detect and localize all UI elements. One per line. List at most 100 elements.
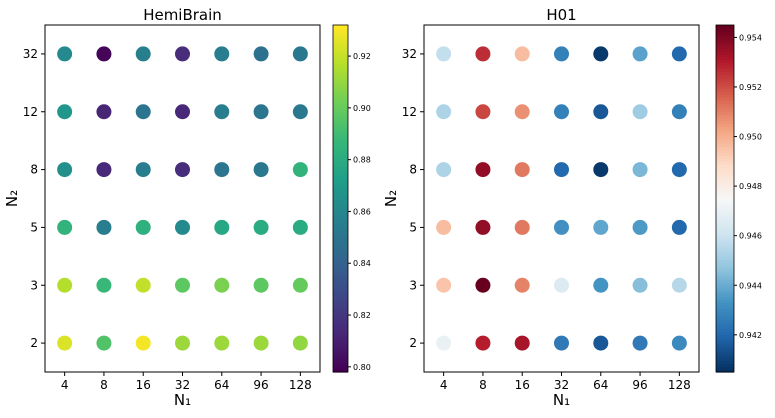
- data-point: [554, 219, 569, 235]
- y-tick-label: 5: [30, 220, 38, 234]
- x-tick-label: 8: [100, 378, 108, 392]
- colorbar-segment: [716, 265, 734, 269]
- colorbar-segment: [716, 114, 734, 119]
- colorbar-segment: [333, 291, 348, 295]
- data-point: [514, 219, 530, 235]
- data-point: [253, 162, 269, 178]
- data-point: [554, 335, 569, 351]
- data-point: [96, 104, 112, 120]
- colorbar-segment: [333, 247, 348, 252]
- colorbar-segment: [716, 126, 734, 130]
- data-point: [475, 335, 491, 351]
- colorbar-segment: [333, 163, 348, 168]
- colorbar-segment: [333, 140, 348, 145]
- colorbar-segment: [716, 85, 734, 90]
- hemibrain-panel: HemiBrain N₁ N₂ 4 8 16 32 64 96 128 2 3 5 8 12 32 0.8…: [3, 6, 371, 409]
- colorbar-tick-label: 0.92: [353, 52, 371, 61]
- colorbar-segment: [333, 369, 348, 373]
- colorbar-segment: [333, 212, 348, 217]
- colorbar-segment: [716, 163, 734, 168]
- colorbar-segment: [333, 215, 348, 220]
- data-point: [57, 335, 73, 351]
- colorbar-segment: [333, 360, 348, 364]
- colorbar-segment: [333, 325, 348, 330]
- colorbar-segment: [333, 343, 348, 347]
- colorbar-segment: [333, 189, 348, 194]
- colorbar-segment: [716, 129, 734, 133]
- colorbar-segment: [716, 184, 734, 188]
- colorbar-segment: [716, 256, 734, 260]
- colorbar-segment: [333, 42, 348, 46]
- colorbar-segment: [716, 253, 734, 257]
- data-point: [554, 162, 569, 178]
- colorbar-segment: [716, 279, 734, 283]
- y-tick-label: 8: [30, 163, 38, 177]
- data-point: [593, 104, 609, 120]
- data-point: [514, 277, 530, 293]
- data-point: [475, 46, 491, 62]
- data-point: [593, 219, 609, 235]
- data-point: [632, 104, 648, 120]
- colorbar-segment: [333, 233, 348, 237]
- colorbar-segment: [333, 65, 348, 69]
- colorbar-segment: [716, 337, 734, 341]
- colorbar-tick-label: 0.80: [353, 363, 371, 372]
- colorbar-segment: [333, 253, 348, 257]
- colorbar-segment: [333, 296, 348, 301]
- colorbar-segment: [716, 276, 734, 281]
- colorbar-segment: [333, 134, 348, 139]
- colorbar-segment: [333, 345, 348, 350]
- colorbar-segment: [333, 224, 348, 229]
- colorbar-segment: [333, 62, 348, 67]
- colorbar-segment: [716, 319, 734, 324]
- colorbar-segment: [716, 36, 734, 41]
- colorbar-segment: [333, 238, 348, 243]
- colorbar-segment: [333, 221, 348, 226]
- y-tick-label: 2: [409, 336, 417, 350]
- x-tick-label: 8: [479, 378, 487, 392]
- data-point: [175, 46, 190, 62]
- data-point: [175, 335, 190, 351]
- data-point: [253, 46, 269, 62]
- colorbar-segment: [716, 270, 734, 275]
- data-point: [214, 277, 230, 293]
- colorbar-segment: [333, 230, 348, 234]
- colorbar-segment: [333, 94, 348, 98]
- colorbar-segment: [716, 224, 734, 229]
- colorbar-segment: [716, 322, 734, 327]
- colorbar-tick-label: 0.952: [739, 83, 762, 92]
- colorbar-frame: [332, 24, 349, 373]
- colorbar-segment: [716, 360, 734, 364]
- x-axis-label: N₁: [553, 391, 570, 409]
- x-tick-label: 96: [253, 378, 268, 392]
- colorbar-tick-label: 0.946: [739, 232, 762, 241]
- colorbar-segment: [333, 210, 348, 214]
- x-tick-label: 64: [214, 378, 229, 392]
- colorbar-tick-label: 0.948: [739, 182, 762, 191]
- colorbar-segment: [333, 172, 348, 176]
- colorbar-segment: [333, 319, 348, 324]
- data-point: [96, 219, 112, 235]
- colorbar-segment: [716, 100, 734, 104]
- colorbar-segment: [333, 204, 348, 208]
- colorbar-segment: [716, 354, 734, 359]
- data-point: [57, 277, 73, 293]
- colorbar-segment: [716, 65, 734, 69]
- colorbar-segment: [333, 279, 348, 283]
- colorbar-segment: [333, 33, 348, 38]
- chart-title: H01: [546, 6, 576, 24]
- colorbar-segment: [716, 331, 734, 336]
- data-point: [292, 335, 308, 351]
- colorbar-segment: [333, 259, 348, 263]
- data-point: [475, 277, 491, 293]
- colorbar-segment: [716, 45, 734, 49]
- data-point: [96, 46, 112, 62]
- data-point: [475, 162, 491, 178]
- colorbar-segment: [716, 314, 734, 318]
- colorbar-segment: [333, 334, 348, 338]
- data-point: [514, 104, 530, 120]
- colorbar-segment: [716, 250, 734, 255]
- colorbar-segment: [716, 111, 734, 116]
- data-point: [135, 335, 151, 351]
